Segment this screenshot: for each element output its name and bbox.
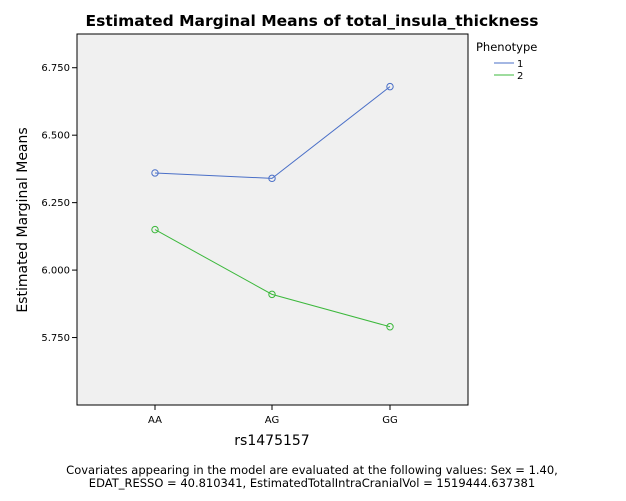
y-tick-label: 6.750: [41, 63, 70, 74]
plot-area: [76, 33, 469, 406]
legend-title: Phenotype: [476, 40, 537, 54]
y-tick-label: 6.500: [41, 131, 70, 142]
series-2-point: [268, 290, 276, 299]
y-tick-label: 6.250: [41, 198, 70, 209]
series-1-point: [386, 82, 394, 91]
legend: Phenotype 12: [476, 40, 537, 82]
series-2-point: [386, 323, 394, 331]
x-tick-label: GG: [382, 415, 398, 426]
legend-items: 12: [494, 59, 523, 82]
legend-label-1: 1: [517, 59, 523, 70]
x-axis-title: rs1475157: [234, 433, 309, 449]
series-layer: [151, 82, 394, 331]
series-1-point: [151, 169, 159, 177]
footnote-line-2: EDAT_RESSO = 40.810341, EstimatedTotalIn…: [89, 476, 535, 490]
series-1-line: [154, 86, 391, 179]
footnote: Covariates appearing in the model are ev…: [66, 463, 558, 490]
x-axis-ticks: AA AG GG: [148, 405, 398, 426]
series-1-point: [268, 174, 276, 183]
series-2-point: [151, 225, 159, 234]
legend-label-2: 2: [517, 71, 523, 82]
y-tick-label: 6.000: [41, 266, 70, 277]
x-tick-label: AG: [265, 415, 279, 426]
x-tick-label: AA: [148, 415, 162, 426]
series-2-line: [154, 229, 391, 328]
y-axis-title: Estimated Marginal Means: [15, 127, 31, 312]
chart-title: Estimated Marginal Means of total_insula…: [86, 12, 539, 30]
y-tick-label: 5.750: [41, 333, 70, 344]
footnote-line-1: Covariates appearing in the model are ev…: [66, 463, 558, 477]
y-axis-ticks: 5.750 6.000 6.250 6.500 6.750: [41, 63, 77, 344]
